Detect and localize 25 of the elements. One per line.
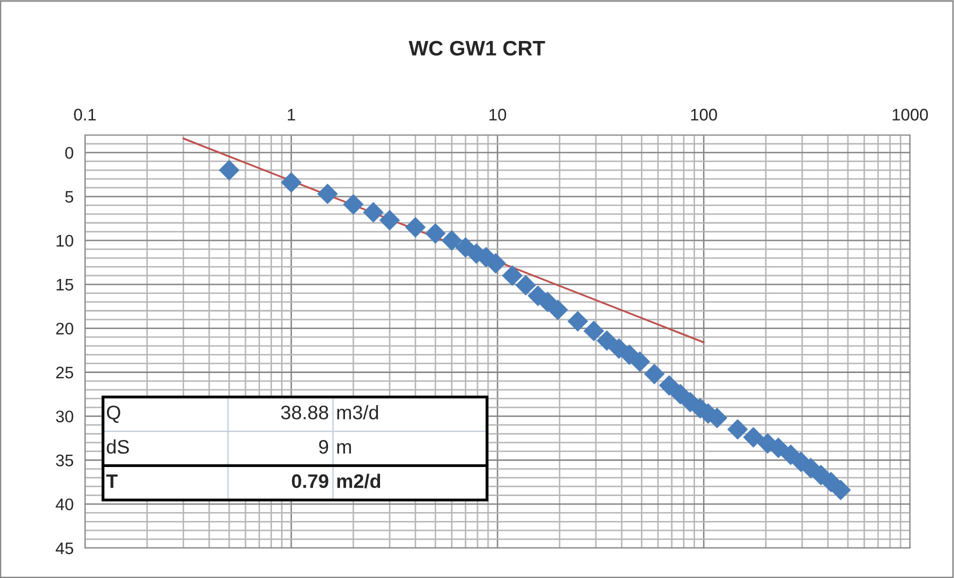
annotation: 38.88	[281, 406, 328, 420]
y-tick-label: 5	[65, 191, 74, 203]
y-tick-label: 20	[56, 322, 74, 335]
annotation: dS	[106, 439, 129, 454]
y-tick-label: 0	[65, 146, 74, 159]
y-tick-label: 35	[56, 454, 74, 466]
annotation: Q	[106, 406, 120, 423]
chart-title: WC GW1 CRT	[408, 40, 546, 56]
y-tick-label: 45	[56, 542, 74, 554]
annotation: T	[106, 474, 118, 488]
y-tick-label: 40	[56, 498, 74, 510]
annotation: 0.79	[292, 474, 328, 488]
annotation: m2/d	[337, 474, 380, 488]
x-tick-label: 10	[490, 108, 506, 121]
x-tick-label: 100	[691, 108, 718, 121]
x-tick-label: 0.1	[74, 108, 96, 121]
y-tick-label: 10	[56, 234, 74, 247]
y-tick-label: 15	[56, 278, 74, 291]
annotation: m3/d	[337, 405, 378, 420]
x-tick-label: 1	[288, 108, 296, 120]
y-tick-label: 25	[56, 366, 74, 378]
annotation: m	[337, 443, 351, 454]
annotation: 9	[319, 440, 328, 454]
y-tick-label: 30	[56, 410, 74, 422]
x-tick-label: 1000	[892, 108, 928, 121]
